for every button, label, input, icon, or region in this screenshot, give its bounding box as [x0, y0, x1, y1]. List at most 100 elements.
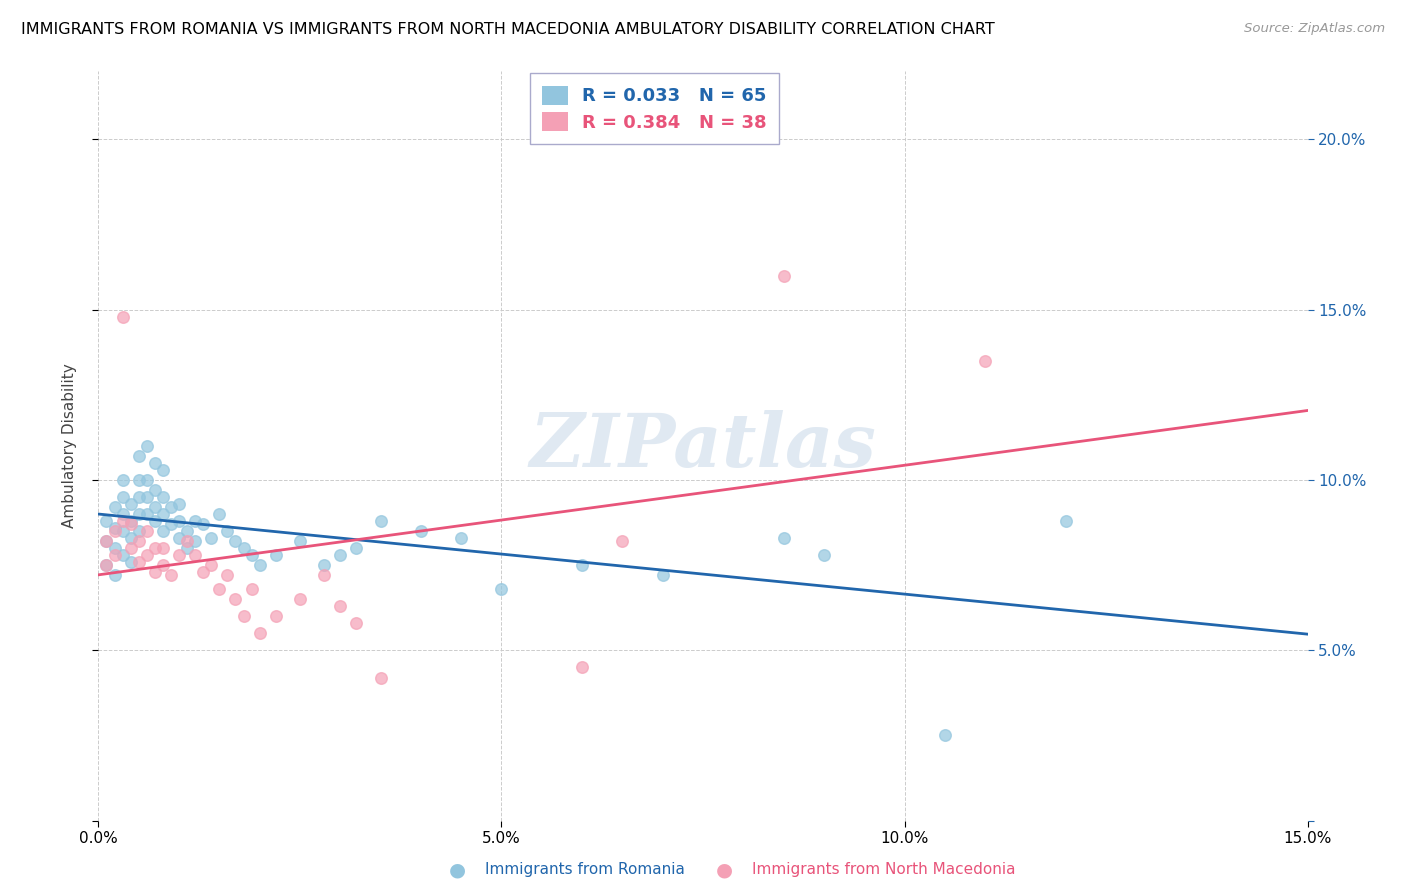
Point: [176, 524, 198, 538]
Point: [934, 729, 956, 743]
Point: [651, 568, 673, 582]
Point: [240, 548, 263, 562]
Point: [249, 558, 271, 573]
Point: [128, 507, 150, 521]
Point: [344, 541, 367, 556]
Point: [96, 534, 118, 549]
Point: [224, 592, 246, 607]
Point: [167, 514, 190, 528]
Point: [217, 524, 239, 538]
Point: [152, 507, 174, 521]
Point: [167, 531, 190, 545]
Point: [111, 514, 134, 528]
Point: [314, 558, 336, 573]
Point: [571, 558, 593, 573]
Point: [176, 541, 198, 556]
Point: [96, 558, 118, 573]
Point: [96, 558, 118, 573]
Point: [167, 548, 190, 562]
Point: [128, 524, 150, 538]
Point: [176, 534, 198, 549]
Text: ●: ●: [716, 860, 733, 880]
Point: [120, 517, 142, 532]
Point: [128, 449, 150, 463]
Point: [193, 517, 215, 532]
Point: [160, 517, 183, 532]
Point: [314, 568, 336, 582]
Text: IMMIGRANTS FROM ROMANIA VS IMMIGRANTS FROM NORTH MACEDONIA AMBULATORY DISABILITY: IMMIGRANTS FROM ROMANIA VS IMMIGRANTS FR…: [21, 22, 995, 37]
Point: [128, 473, 150, 487]
Point: [200, 531, 222, 545]
Point: [120, 497, 142, 511]
Point: [103, 521, 125, 535]
Point: [111, 490, 134, 504]
Point: [288, 534, 311, 549]
Point: [491, 582, 513, 596]
Point: [974, 354, 997, 368]
Point: [103, 500, 125, 515]
Point: [111, 507, 134, 521]
Text: Immigrants from Romania: Immigrants from Romania: [485, 863, 685, 877]
Point: [184, 514, 207, 528]
Point: [160, 500, 183, 515]
Point: [344, 616, 367, 631]
Point: [96, 534, 118, 549]
Point: [208, 507, 231, 521]
Point: [103, 548, 125, 562]
Point: [143, 500, 166, 515]
Point: [152, 558, 174, 573]
Text: ●: ●: [449, 860, 465, 880]
Point: [120, 531, 142, 545]
Point: [450, 531, 472, 545]
Point: [143, 565, 166, 579]
Point: [143, 456, 166, 470]
Point: [329, 599, 352, 613]
Point: [96, 514, 118, 528]
Point: [135, 439, 157, 453]
Point: [772, 531, 794, 545]
Point: [571, 660, 593, 674]
Point: [135, 490, 157, 504]
Point: [184, 548, 207, 562]
Point: [288, 592, 311, 607]
Point: [103, 568, 125, 582]
Point: [813, 548, 835, 562]
Point: [264, 609, 287, 624]
Point: [370, 514, 392, 528]
Point: [264, 548, 287, 562]
Point: [167, 497, 190, 511]
Point: [135, 473, 157, 487]
Point: [224, 534, 246, 549]
Point: [152, 490, 174, 504]
Point: [143, 514, 166, 528]
Legend: R = 0.033   N = 65, R = 0.384   N = 38: R = 0.033 N = 65, R = 0.384 N = 38: [530, 73, 779, 145]
Point: [240, 582, 263, 596]
Point: [120, 541, 142, 556]
Point: [329, 548, 352, 562]
Point: [111, 473, 134, 487]
Point: [232, 609, 254, 624]
Point: [184, 534, 207, 549]
Point: [135, 507, 157, 521]
Point: [772, 268, 794, 283]
Point: [143, 483, 166, 498]
Point: [143, 541, 166, 556]
Point: [103, 524, 125, 538]
Point: [612, 534, 634, 549]
Point: [128, 534, 150, 549]
Point: [152, 541, 174, 556]
Point: [120, 555, 142, 569]
Point: [160, 568, 183, 582]
Point: [120, 514, 142, 528]
Point: [409, 524, 432, 538]
Point: [193, 565, 215, 579]
Point: [111, 524, 134, 538]
Text: Immigrants from North Macedonia: Immigrants from North Macedonia: [752, 863, 1015, 877]
Point: [249, 626, 271, 640]
Text: Source: ZipAtlas.com: Source: ZipAtlas.com: [1244, 22, 1385, 36]
Point: [370, 671, 392, 685]
Point: [111, 548, 134, 562]
Point: [135, 524, 157, 538]
Point: [217, 568, 239, 582]
Y-axis label: Ambulatory Disability: Ambulatory Disability: [62, 364, 77, 528]
